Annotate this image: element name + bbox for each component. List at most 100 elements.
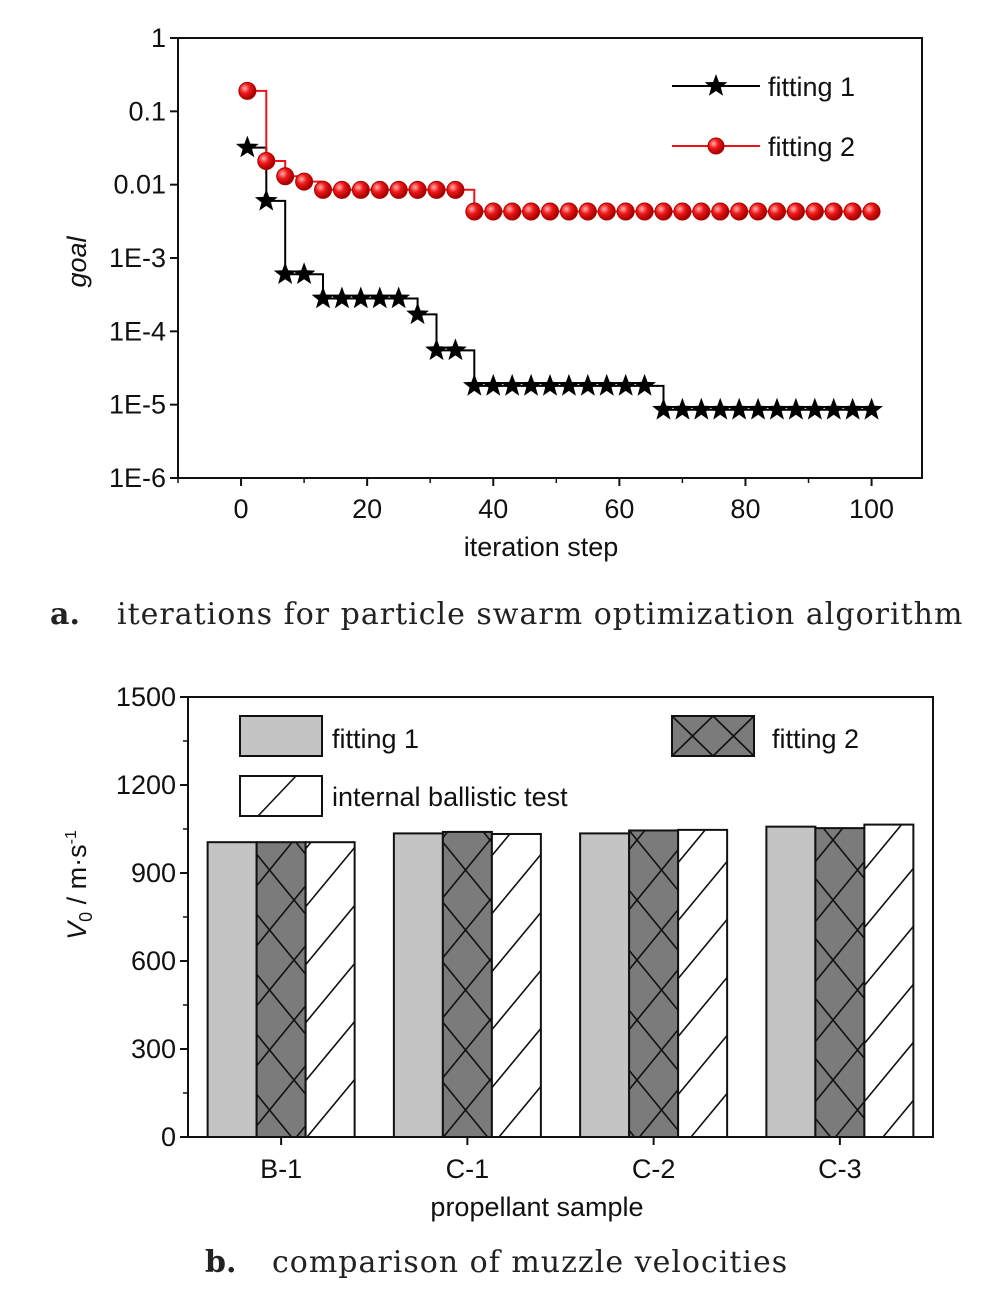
x-tick-label-a: 20 <box>352 494 382 524</box>
data-point-circle <box>314 180 333 199</box>
y-tick-label-a: 1 <box>151 23 166 53</box>
data-point-star <box>671 397 694 420</box>
y-axis-label-b: V0 / m·s-1 <box>62 830 96 940</box>
velocity-chart-bars <box>206 823 915 1139</box>
bar-B-1-1 <box>206 841 258 1138</box>
data-point-star <box>481 373 505 396</box>
y-tick-label-b: 600 <box>131 946 176 976</box>
legend-circle-icon <box>707 137 725 155</box>
x-tick-label-b: C-1 <box>446 1154 490 1184</box>
bar-C-3-2 <box>814 827 866 1138</box>
data-point-circle <box>408 180 427 199</box>
data-point-star <box>841 397 865 420</box>
y-tick-label-a: 1E-6 <box>109 463 166 493</box>
data-point-circle <box>332 180 351 199</box>
legend-label-fitting-2: fitting 2 <box>768 132 855 162</box>
data-point-star <box>765 397 789 420</box>
data-point-star <box>652 397 675 420</box>
data-point-star <box>727 397 751 420</box>
legend-star-icon <box>704 74 728 96</box>
data-point-circle <box>767 202 786 221</box>
legend-swatch-fitting-2 <box>671 715 755 757</box>
data-point-star <box>519 373 543 396</box>
data-point-star <box>425 338 448 361</box>
bar-C-2-3 <box>677 828 729 1138</box>
bar-C-1-1 <box>392 832 444 1139</box>
x-tick-label-a: 80 <box>730 494 760 524</box>
legend-label-b-fitting-2: fitting 2 <box>772 724 859 754</box>
bar-C-1-2 <box>441 830 493 1139</box>
legend-label-fitting-1: fitting 1 <box>768 72 855 102</box>
data-point-star <box>292 262 316 284</box>
iteration-chart-axes: 0 20 40 60 80 100 1E-6 1E-5 1E-4 1E-3 0.01 0.1 1 <box>109 23 923 524</box>
y-tick-label-b: 300 <box>131 1034 176 1064</box>
data-point-star <box>614 373 638 396</box>
data-point-star <box>368 286 392 309</box>
data-point-star <box>330 286 354 309</box>
y-tick-label-a: 0.1 <box>128 96 166 126</box>
x-axis-label-b: propellant sample <box>430 1192 643 1222</box>
data-point-circle <box>692 202 711 221</box>
data-point-circle <box>295 172 314 191</box>
data-point-circle <box>635 202 654 221</box>
data-point-circle <box>503 202 522 221</box>
bar-C-2-2 <box>628 829 680 1138</box>
data-point-circle <box>465 202 484 221</box>
legend-label-b-fitting-1: fitting 1 <box>332 724 419 754</box>
data-point-circle <box>730 202 749 221</box>
data-point-star <box>860 397 883 420</box>
x-tick-label-a: 60 <box>604 494 634 524</box>
y-tick-label-b: 0 <box>161 1122 176 1152</box>
x-axis-label-a: iteration step <box>464 532 619 562</box>
data-point-circle <box>824 202 843 221</box>
data-point-star <box>254 188 278 211</box>
data-point-circle <box>805 202 824 221</box>
bar-C-1-3 <box>490 832 542 1139</box>
data-point-star <box>576 373 600 396</box>
data-point-star <box>538 373 562 396</box>
iteration-chart: 0 20 40 60 80 100 1E-6 1E-5 1E-4 1E-3 0.01 0.1 1 fit… <box>62 23 923 562</box>
bar-B-1-2 <box>255 841 307 1138</box>
x-tick-label-a: 40 <box>478 494 508 524</box>
caption-a-text: iterations for particle swarm optimizati… <box>117 597 963 632</box>
data-point-star <box>444 338 467 361</box>
x-tick-label-a: 0 <box>234 494 249 524</box>
data-point-star <box>500 373 524 396</box>
data-point-star <box>822 397 846 420</box>
data-point-circle <box>238 81 257 100</box>
data-point-star <box>803 397 827 420</box>
bar-C-3-1 <box>765 825 817 1138</box>
data-point-circle <box>862 202 881 221</box>
data-point-star <box>784 397 808 420</box>
legend-swatch-test-hatch <box>257 775 297 817</box>
bar-C-2-1 <box>579 832 631 1139</box>
data-point-circle <box>786 202 805 221</box>
x-tick-label-a: 100 <box>849 494 894 524</box>
data-point-circle <box>843 202 862 221</box>
data-point-circle <box>351 180 370 199</box>
iteration-chart-series <box>235 81 883 420</box>
y-tick-label-b: 1200 <box>116 770 176 800</box>
legend-swatch-fitting-1 <box>239 715 323 757</box>
y-tick-label-b: 900 <box>131 858 176 888</box>
data-point-circle <box>370 180 389 199</box>
x-tick-label-b: C-3 <box>818 1154 862 1184</box>
caption-a-label: a. <box>50 597 80 632</box>
caption-b-label: b. <box>205 1245 236 1280</box>
x-tick-label-b: B-1 <box>260 1154 302 1184</box>
data-point-circle <box>749 202 768 221</box>
bar-C-3-3 <box>863 823 915 1138</box>
bar-B-1-3 <box>304 841 356 1138</box>
data-point-star <box>595 373 619 396</box>
y-tick-label-b: 1500 <box>116 682 176 712</box>
data-point-star <box>557 373 581 396</box>
data-point-star <box>689 397 713 420</box>
data-point-circle <box>616 202 635 221</box>
legend-swatch-test <box>239 775 323 817</box>
data-point-circle <box>389 180 408 199</box>
y-tick-label-a: 1E-4 <box>109 316 166 346</box>
data-point-circle <box>654 202 673 221</box>
data-point-circle <box>257 152 276 171</box>
data-point-star <box>462 373 486 396</box>
